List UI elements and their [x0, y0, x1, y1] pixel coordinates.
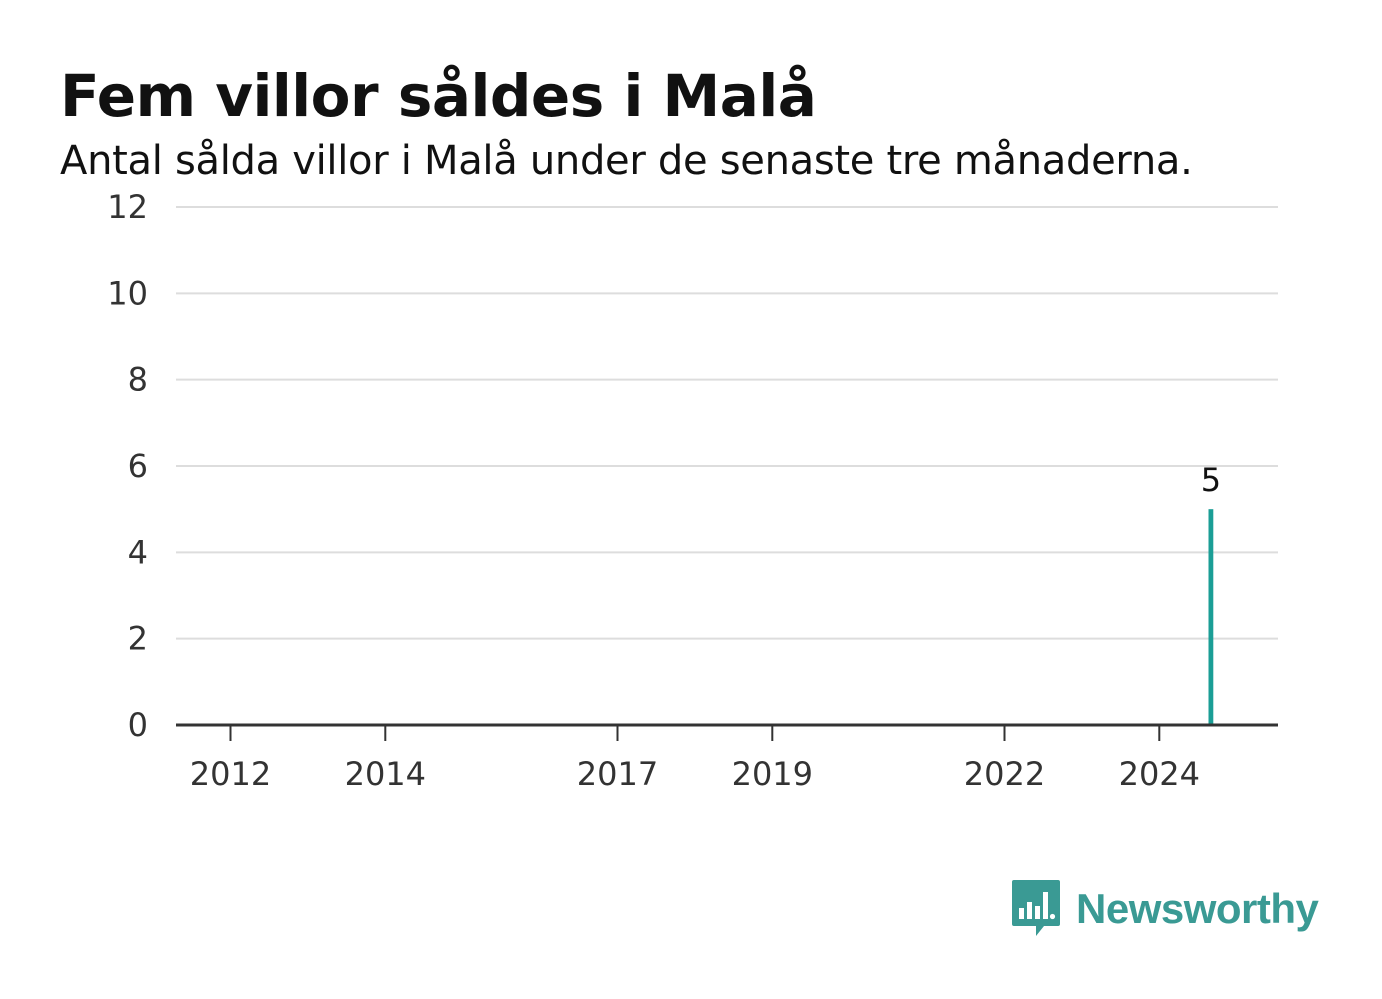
x-tick-label: 2017	[577, 755, 658, 793]
chart-title: Fem villor såldes i Malå	[60, 62, 817, 130]
y-tick-label: 10	[107, 274, 148, 312]
y-tick-label: 4	[128, 533, 148, 571]
x-tick-label: 2022	[964, 755, 1045, 793]
x-axis	[176, 723, 1278, 741]
bars	[1208, 509, 1214, 725]
brand-logo: Newsworthy	[1010, 878, 1319, 940]
x-tick-label: 2019	[732, 755, 813, 793]
x-tick-label: 2024	[1119, 755, 1200, 793]
x-axis-labels: 2012 2014 2017 2019 2022 2024	[190, 755, 1200, 793]
y-tick-label: 2	[128, 620, 148, 658]
y-axis-labels: 0 2 4 6 8 10 12	[107, 188, 148, 744]
x-tick-label: 2014	[345, 755, 426, 793]
y-tick-label: 6	[128, 447, 148, 485]
newsworthy-logo-icon	[1012, 880, 1060, 936]
brand-name: Newsworthy	[1076, 885, 1319, 932]
highlight-value-label: 5	[1201, 461, 1221, 499]
bar-highlight	[1208, 509, 1214, 725]
y-tick-label: 12	[107, 188, 148, 226]
chart-subtitle: Antal sålda villor i Malå under de senas…	[60, 138, 1193, 184]
annotations: 5	[1201, 461, 1221, 499]
gridlines	[176, 206, 1278, 640]
y-tick-label: 8	[128, 361, 148, 399]
x-tick-label: 2012	[190, 755, 271, 793]
y-tick-label: 0	[128, 706, 148, 744]
